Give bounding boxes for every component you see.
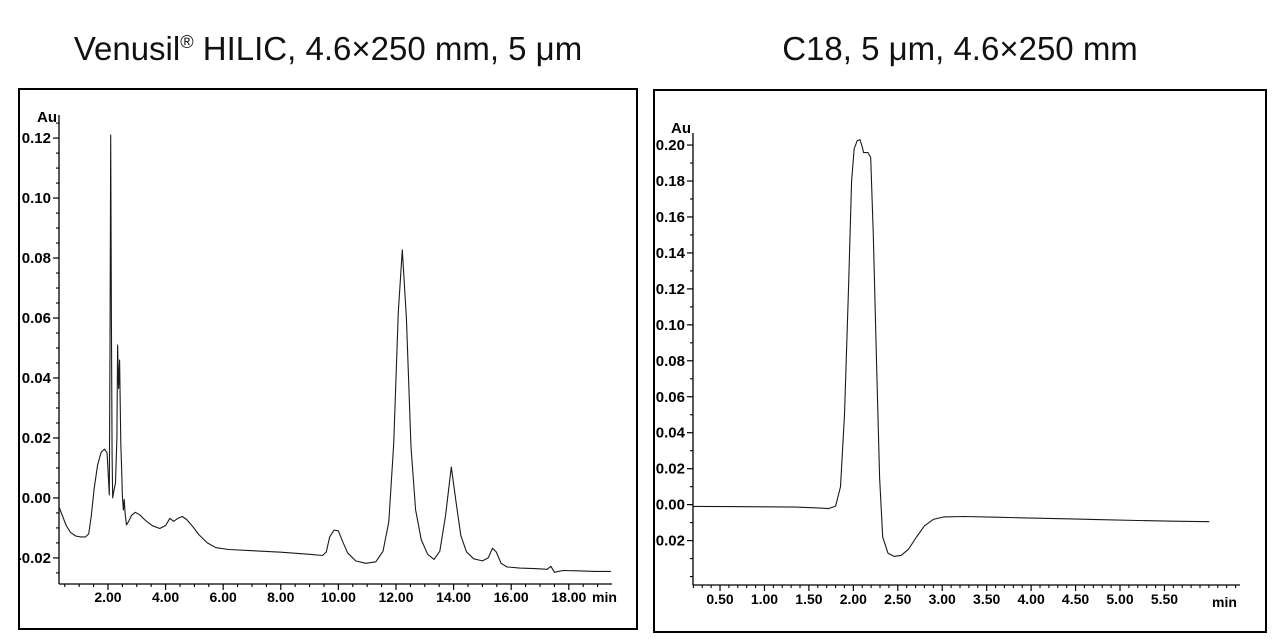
right-chart-title: C18, 5 μm, 4.6×250 mm: [782, 30, 1138, 67]
x-tick-label: 3.50: [973, 591, 1000, 607]
x-tick-label: 8.00: [267, 589, 294, 605]
y-tick-label: 0.12: [656, 281, 685, 298]
y-tick-label: 0.20: [656, 137, 685, 154]
y-tick-label: 0.08: [22, 250, 51, 267]
y-tick-label: 0.12: [22, 130, 51, 147]
x-tick-label: 12.00: [378, 589, 413, 605]
x-tick-label: 5.00: [1106, 591, 1133, 607]
x-tick-label: 5.50: [1151, 591, 1178, 607]
y-tick-label: 0.04: [656, 425, 686, 442]
left-chart-title-main: Venusil: [73, 30, 181, 67]
x-tick-label: 16.00: [494, 589, 529, 605]
left-chromatogram-plot: 0.12 0.10 0.08 0.06 0.04 0.02 0.00 -0.02 2.00 4.0…: [20, 109, 617, 605]
y-tick-label: 0.10: [656, 317, 685, 334]
x-tick-label: 10.00: [321, 589, 356, 605]
left-chart-title: Venusil® HILIC, 4.6×250 mm, 5 μm: [18, 30, 638, 68]
y-tick-label: 0.08: [656, 353, 685, 370]
y-tick-label: 0.16: [656, 209, 685, 226]
left-chromatogram-panel: 0.12 0.10 0.08 0.06 0.04 0.02 0.00 -0.02 2.00 4.0…: [18, 88, 638, 630]
x-tick-label: 18.00: [551, 589, 586, 605]
x-tick-label: 3.00: [929, 591, 956, 607]
x-tick-label: 2.00: [94, 589, 121, 605]
y-tick-label: 0.14: [656, 245, 686, 262]
chromatogram-trace: [692, 139, 1210, 557]
registered-trademark-icon: ®: [180, 32, 194, 52]
x-axis-unit-label: min: [592, 589, 617, 605]
y-axis-unit-label: Au: [37, 109, 57, 126]
y-tick-label: 0.18: [656, 173, 685, 190]
x-tick-label: 1.00: [751, 591, 778, 607]
x-tick-label: 4.00: [152, 589, 179, 605]
x-tick-label: 1.50: [795, 591, 822, 607]
y-tick-label: -0.02: [655, 533, 685, 550]
x-tick-label: 4.00: [1017, 591, 1044, 607]
x-tick-label: 4.50: [1062, 591, 1089, 607]
x-axis-unit-label: min: [1212, 594, 1237, 610]
x-tick-label: 2.00: [840, 591, 867, 607]
right-chromatogram-plot: 0.20 0.18 0.16 0.14 0.12 0.10 0.08 0.06 0.04 0.02…: [655, 120, 1240, 610]
x-tick-label: 2.50: [884, 591, 911, 607]
y-tick-label: 0.10: [22, 190, 51, 207]
x-tick-label: 0.50: [706, 591, 733, 607]
y-tick-label: 0.02: [656, 461, 685, 478]
y-axis-unit-label: Au: [671, 120, 691, 137]
x-tick-label: 6.00: [210, 589, 237, 605]
y-tick-label: 0.06: [22, 310, 51, 327]
right-chromatogram-panel: 0.20 0.18 0.16 0.14 0.12 0.10 0.08 0.06 0.04 0.02…: [653, 89, 1267, 633]
y-tick-label: 0.00: [22, 490, 51, 507]
chromatogram-trace: [58, 134, 612, 573]
y-tick-label: -0.02: [20, 550, 51, 567]
y-tick-label: 0.02: [22, 430, 51, 447]
y-tick-label: 0.06: [656, 389, 685, 406]
y-tick-label: 0.04: [22, 370, 52, 387]
y-tick-label: 0.00: [656, 497, 685, 514]
left-chart-title-rest: HILIC, 4.6×250 mm, 5 μm: [193, 30, 583, 67]
x-tick-label: 14.00: [436, 589, 471, 605]
